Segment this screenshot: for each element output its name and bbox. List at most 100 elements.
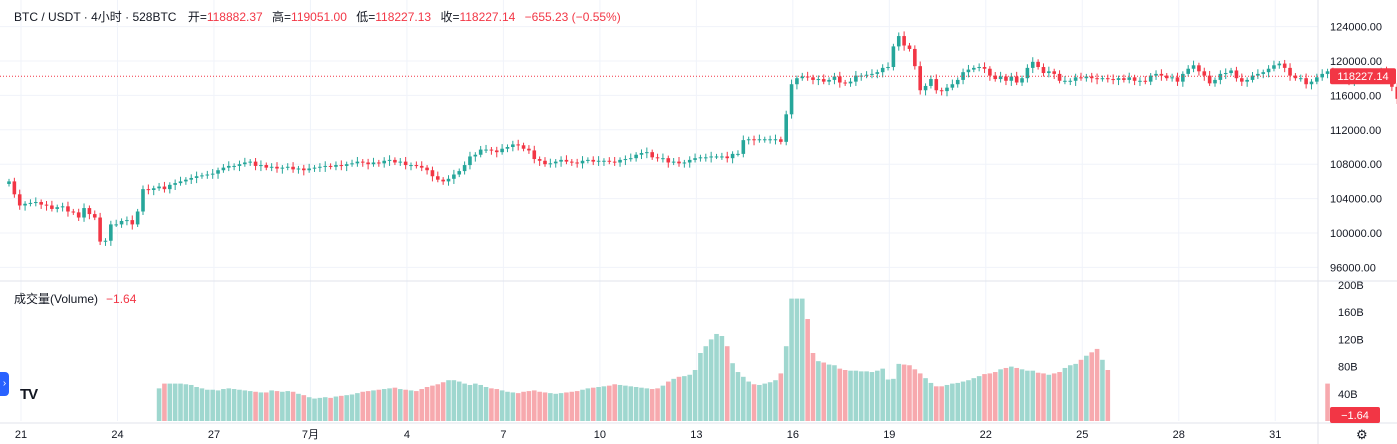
volume-bar bbox=[478, 384, 483, 421]
volume-bar bbox=[1073, 363, 1078, 421]
volume-tick-label: 120B bbox=[1338, 334, 1364, 346]
volume-bar bbox=[397, 389, 403, 421]
settings-gear-icon[interactable]: ⚙ bbox=[1356, 427, 1368, 442]
candle-body bbox=[516, 144, 520, 146]
volume-bar bbox=[339, 395, 344, 421]
candle-body bbox=[1250, 75, 1255, 80]
volume-bar bbox=[215, 390, 221, 421]
candle-body bbox=[537, 159, 542, 161]
volume-bar bbox=[285, 391, 291, 421]
volume-bar bbox=[306, 397, 312, 421]
candle-body bbox=[950, 84, 955, 88]
candle-body bbox=[645, 152, 649, 154]
volume-bar bbox=[301, 395, 307, 421]
volume-bar bbox=[263, 392, 269, 421]
candle-body bbox=[178, 181, 183, 184]
tradingview-logo[interactable]: TV bbox=[20, 386, 38, 403]
candle-body bbox=[805, 76, 810, 78]
time-tick-label: 19 bbox=[883, 429, 895, 441]
volume-bar bbox=[322, 397, 328, 421]
candle-body bbox=[784, 114, 788, 142]
volume-bar bbox=[231, 389, 237, 421]
panel-toggle-button[interactable]: › bbox=[0, 372, 9, 396]
candle-body bbox=[918, 66, 922, 91]
candle-body bbox=[612, 161, 617, 163]
candle-body bbox=[291, 166, 295, 170]
candle-body bbox=[409, 165, 413, 167]
volume-bar bbox=[237, 389, 242, 421]
candle-body bbox=[1047, 71, 1051, 74]
volume-bar bbox=[1025, 370, 1030, 421]
volume-bar bbox=[649, 389, 655, 421]
volume-bar bbox=[1062, 367, 1068, 421]
volume-bar bbox=[205, 389, 210, 421]
candle-body bbox=[1218, 73, 1223, 80]
volume-bar bbox=[296, 393, 301, 421]
candle-body bbox=[135, 211, 140, 225]
volume-bar bbox=[269, 390, 274, 421]
volume-bar bbox=[741, 376, 746, 421]
candle-body bbox=[1282, 63, 1287, 68]
volume-bar bbox=[773, 380, 778, 421]
volume-bar bbox=[992, 372, 998, 421]
volume-bar bbox=[328, 397, 333, 421]
candle-body bbox=[1036, 61, 1040, 68]
candle-body bbox=[1164, 75, 1169, 79]
volume-bar bbox=[628, 386, 634, 421]
volume-bar bbox=[778, 373, 784, 421]
candle-body bbox=[811, 77, 815, 80]
candle-body bbox=[1186, 68, 1190, 74]
time-tick-label: 28 bbox=[1173, 429, 1185, 441]
volume-bar bbox=[1003, 367, 1009, 421]
volume-bar bbox=[515, 393, 521, 421]
candle-body bbox=[698, 157, 703, 159]
candle-body bbox=[564, 159, 569, 162]
candle-body bbox=[184, 179, 188, 182]
time-tick-label: 10 bbox=[594, 429, 606, 441]
volume-bar bbox=[424, 387, 430, 421]
candle-body bbox=[360, 161, 365, 163]
candle-body bbox=[71, 211, 76, 213]
candle-body bbox=[838, 76, 842, 83]
candle-body bbox=[1304, 78, 1308, 85]
volume-bar bbox=[1046, 374, 1052, 421]
candle-body bbox=[1084, 76, 1089, 79]
volume-bar bbox=[858, 371, 864, 421]
volume-bar bbox=[494, 389, 500, 421]
volume-bar bbox=[633, 387, 639, 421]
high-value: 119051.00 bbox=[291, 10, 347, 24]
candle-body bbox=[55, 207, 60, 209]
volume-bar bbox=[510, 392, 516, 421]
candle-body bbox=[275, 166, 279, 169]
volume-bar bbox=[1067, 365, 1073, 421]
candle-body bbox=[1138, 80, 1142, 82]
candle-body bbox=[441, 179, 445, 182]
open-label: 开= bbox=[187, 10, 207, 24]
candle-body bbox=[875, 72, 880, 74]
candle-body bbox=[253, 161, 258, 166]
candle-body bbox=[1030, 61, 1035, 68]
volume-bar bbox=[971, 378, 977, 421]
candle-body bbox=[929, 79, 933, 86]
volume-bar bbox=[928, 382, 934, 421]
symbol-title[interactable]: BTC / USDT · 4小时 · 528BTC bbox=[14, 10, 177, 24]
volume-bar bbox=[172, 383, 178, 421]
volume-bar bbox=[682, 376, 687, 421]
candle-body bbox=[1020, 78, 1024, 83]
candle-body bbox=[972, 67, 976, 70]
volume-bar bbox=[617, 384, 623, 421]
candle-body bbox=[1197, 65, 1201, 72]
candle-body bbox=[1127, 77, 1132, 80]
volume-bar bbox=[751, 384, 757, 421]
volume-bar bbox=[703, 346, 709, 421]
volume-bar bbox=[505, 391, 510, 421]
volume-bar bbox=[966, 380, 971, 421]
candle-body bbox=[1288, 67, 1292, 76]
candle-body bbox=[639, 153, 644, 155]
volume-bar bbox=[660, 385, 666, 421]
candle-body bbox=[773, 139, 778, 141]
candle-body bbox=[661, 158, 665, 160]
volume-label[interactable]: 成交量(Volume) bbox=[14, 292, 99, 306]
candle-body bbox=[693, 158, 697, 160]
